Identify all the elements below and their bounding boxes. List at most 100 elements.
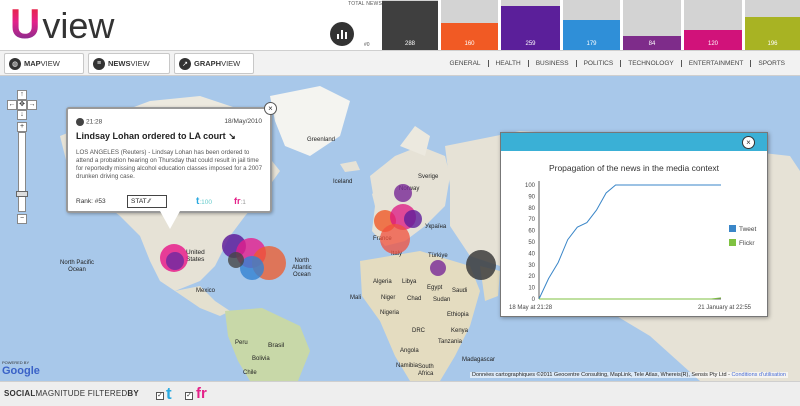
label-italy: Italy [391, 251, 403, 257]
twitter-filter-checkbox[interactable]: ✓ [156, 392, 164, 400]
total-news-bar-column[interactable]: 179 [563, 0, 620, 50]
news-body: LOS ANGELES (Reuters) - Lindsay Lohan ha… [76, 149, 263, 180]
total-news-value: 259 [525, 41, 536, 47]
total-news-bar-column[interactable]: 120 [684, 0, 742, 50]
zoom-slider[interactable] [16, 132, 28, 212]
label-greenland: Greenland [307, 137, 336, 143]
category-technology[interactable]: TECHNOLOGY [621, 59, 682, 67]
news-popup: × 21:28 18/May/2010 Lindsay Lohan ordere… [66, 102, 277, 229]
category-business[interactable]: BUSINESS [529, 59, 577, 67]
twitter-icon: t [196, 196, 200, 207]
news-bubble[interactable] [404, 210, 422, 228]
pan-left-icon[interactable]: ← [7, 100, 17, 110]
zoom-out-button[interactable]: − [17, 214, 27, 224]
total-news-bar [441, 22, 498, 50]
flickr-filter-checkbox[interactable]: ✓ [185, 392, 193, 400]
external-link-icon[interactable]: ↘ [228, 131, 236, 141]
label-social: SOCIAL [4, 389, 36, 398]
flickr-icon: fr [234, 196, 241, 206]
label-tanzania: Tanzania [438, 339, 463, 345]
news-title-text: Lindsay Lohan ordered to LA court [76, 131, 226, 141]
label-north-atlantic: North Atlantic Ocean [292, 258, 312, 278]
news-date: 18/May/2010 [224, 118, 262, 125]
news-bubble[interactable] [466, 250, 496, 280]
tab-label-rest: VIEW [130, 59, 150, 68]
label-mexico: Mexico [196, 288, 216, 294]
flickr-icon: fr [196, 385, 207, 402]
stat-graph-icon: ⁄⁄ [148, 198, 151, 205]
terms-link[interactable]: Conditions d'utilisation [731, 372, 786, 378]
total-news-bar-column[interactable]: 259 [501, 0, 560, 50]
flickr-count-value: :1 [240, 199, 246, 206]
category-sports[interactable]: SPORTS [758, 59, 785, 67]
pan-down-icon[interactable]: ↓ [17, 110, 27, 120]
category-entertainment[interactable]: ENTERTAINMENT [682, 59, 752, 67]
news-bubble[interactable] [228, 252, 244, 268]
category-politics[interactable]: POLITICS [577, 59, 622, 67]
legend-label: Tweet [739, 226, 757, 233]
label-filtered: FILTERED [87, 389, 128, 398]
news-bubble[interactable] [394, 184, 412, 202]
tweet-count-value: :100 [199, 199, 212, 206]
news-bubble[interactable] [380, 224, 410, 254]
total-news-bar [501, 5, 560, 50]
pan-center-icon[interactable]: ✥ [17, 100, 27, 110]
pan-right-icon[interactable]: → [27, 100, 37, 110]
bar-chart-icon[interactable] [330, 22, 354, 46]
y-tick-label: 10 [528, 286, 535, 292]
tab-news-view[interactable]: ≡ NEWS VIEW [88, 53, 170, 74]
total-news-bar [382, 0, 438, 50]
label-brasil: Brasil [268, 342, 285, 349]
total-news-bar-column[interactable]: 84 [623, 0, 681, 50]
credit-text: Données cartographiques ©2011 Geocentre … [472, 372, 732, 378]
label-chad: Chad [407, 296, 422, 302]
tab-graph-view[interactable]: ↗ GRAPH VIEW [174, 53, 254, 74]
label-sverige: Sverige [418, 174, 439, 180]
total-news-bar-column[interactable]: 160 [441, 0, 498, 50]
y-tick-label: 50 [528, 240, 535, 246]
label-kenya: Kenya [451, 328, 469, 334]
news-bubble[interactable] [240, 256, 264, 280]
category-list: GENERAL HEALTH BUSINESS POLITICS TECHNOL… [442, 51, 792, 75]
tab-label-bold: NEWS [108, 59, 131, 68]
tweet-count: t:100 [196, 196, 212, 207]
label-niger: Niger [381, 295, 396, 301]
tab-map-view[interactable]: ◍ MAP VIEW [4, 53, 84, 74]
category-health[interactable]: HEALTH [489, 59, 529, 67]
stat-label: STAT [131, 198, 147, 205]
close-icon[interactable]: × [264, 102, 277, 115]
header: U view TOTAL NEWS #0 288 160 259 179 84 120 19… [0, 0, 800, 50]
total-news-value: 179 [586, 41, 597, 47]
zoom-thumb[interactable] [16, 191, 28, 197]
total-news-bar-column[interactable]: 196 [745, 0, 800, 50]
label-algeria: Algeria [373, 279, 392, 285]
category-general[interactable]: GENERAL [442, 59, 489, 67]
popup-pointer [160, 211, 180, 229]
total-news-value: 120 [707, 41, 718, 47]
chart-title: Propagation of the news in the media con… [549, 163, 720, 173]
google-logo[interactable]: POWERED BY Google [2, 360, 40, 377]
powered-by-label: POWERED BY [2, 360, 30, 365]
series-line-flickr [539, 297, 722, 300]
label-madagascar: Madagascar [462, 357, 496, 363]
label-chile: Chile [243, 370, 257, 376]
news-bubble[interactable] [166, 252, 184, 270]
tab-label-bold: GRAPH [194, 59, 222, 68]
legend-swatch [729, 239, 736, 246]
total-news-bar-column[interactable]: 288 [382, 0, 438, 50]
total-news-value: 84 [648, 41, 656, 47]
pan-up-icon[interactable]: ↑ [17, 90, 27, 100]
propagation-panel: × Propagation of the news in the media c… [500, 132, 768, 317]
label-united-states: United States [186, 249, 205, 263]
news-title[interactable]: Lindsay Lohan ordered to LA court ↘ [76, 131, 236, 142]
uview-logo[interactable]: U view [10, 2, 114, 46]
stat-button[interactable]: STAT ⁄⁄ [127, 195, 167, 208]
close-icon[interactable]: × [742, 136, 755, 149]
label-ethiopia: Ethiopia [447, 312, 469, 318]
label-libya: Libya [402, 279, 417, 285]
y-tick-label: 80 [528, 206, 535, 212]
label-mali: Mali [350, 295, 362, 301]
zoom-in-button[interactable]: + [17, 122, 27, 132]
globe-icon: ◍ [9, 57, 21, 70]
news-bubble[interactable] [430, 260, 446, 276]
